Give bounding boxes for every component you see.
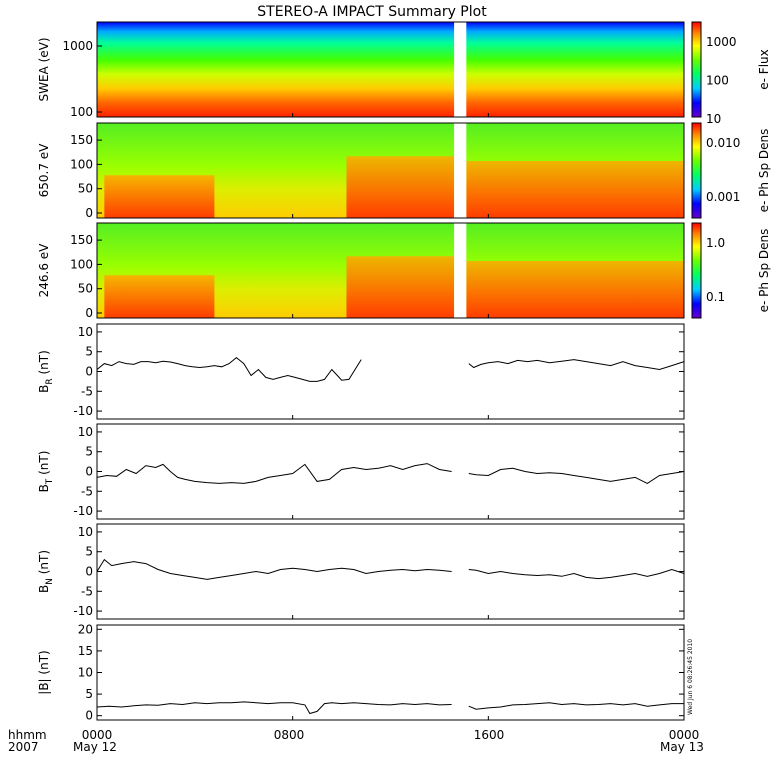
- colorbar: [691, 21, 702, 118]
- y-tick-label: 0: [85, 565, 93, 579]
- y-tick-label: 100: [70, 157, 93, 171]
- y-axis-label: 246.6 eV: [37, 243, 51, 298]
- y-axis-label: BT (nT): [37, 451, 55, 493]
- spectrogram-region: [346, 256, 455, 318]
- y-tick-label: 15: [78, 644, 93, 658]
- spectrogram-region: [466, 161, 684, 218]
- data-gap: [454, 22, 467, 117]
- y-tick-label: 10: [78, 525, 93, 539]
- y-tick-label: -5: [81, 384, 93, 398]
- y-tick-label: 1000: [62, 39, 93, 53]
- x-tick-label: 0000: [669, 728, 700, 742]
- panel-4: 10 5 0 -5 -10 BR (nT): [37, 323, 685, 420]
- colorbar-tick-label: 1.0: [706, 236, 725, 250]
- y-tick-label: 10: [78, 666, 93, 680]
- panel-frame: [96, 423, 685, 520]
- panel-7: 20 15 10 5 0 |B| (nT): [37, 622, 685, 723]
- colorbar: [691, 122, 702, 219]
- y-tick-label: 100: [70, 105, 93, 119]
- y-tick-label: -10: [73, 404, 93, 418]
- data-gap: [454, 223, 467, 318]
- colorbar: [691, 222, 702, 319]
- spectrogram-region: [104, 175, 215, 218]
- spectrogram-region: [104, 275, 215, 318]
- y-axis-label: BR (nT): [37, 350, 55, 393]
- colorbar-tick-label: 10: [706, 112, 721, 126]
- x-tick-label: 0800: [274, 728, 305, 742]
- y-tick-label: 5: [85, 445, 93, 459]
- panel-frame: [96, 323, 685, 420]
- y-tick-label: 0: [85, 465, 93, 479]
- y-tick-label: -10: [73, 504, 93, 518]
- y-axis-label: SWEA (eV): [37, 37, 51, 101]
- colorbar-tick-label: 1000: [706, 35, 737, 49]
- x-date-label: May 12: [73, 740, 117, 754]
- y-tick-label: 20: [78, 622, 93, 636]
- x-row-label: hhmm: [8, 728, 47, 742]
- colorbar-label: e- Flux: [757, 49, 771, 89]
- y-axis-label: 650.7 eV: [37, 143, 51, 198]
- colorbar-label: e- Ph Sp Dens: [757, 129, 771, 213]
- panel-frame: [96, 624, 685, 721]
- x-date-label: May 13: [660, 740, 704, 754]
- y-tick-label: -10: [73, 604, 93, 618]
- y-tick-label: 150: [70, 133, 93, 147]
- y-tick-label: 0: [85, 365, 93, 379]
- y-tick-label: 10: [78, 425, 93, 439]
- panel-frame: [96, 523, 685, 620]
- y-tick-label: 0: [85, 306, 93, 320]
- spectrogram-region: [346, 156, 455, 218]
- y-tick-label: 150: [70, 233, 93, 247]
- spectrogram-image: [97, 22, 684, 117]
- panel-6: 10 5 0 -5 -10 BN (nT): [37, 523, 685, 620]
- panel-frame: [96, 21, 685, 118]
- data-trace: [96, 701, 684, 715]
- data-trace: [96, 463, 685, 484]
- colorbar-tick-label: 0.010: [706, 136, 740, 150]
- spectrogram-region: [466, 261, 684, 318]
- y-tick-label: 100: [70, 257, 93, 271]
- timestamp-label: Wed Jun 6 08:26:45 2010: [687, 639, 694, 715]
- y-tick-label: 50: [78, 282, 93, 296]
- colorbar-tick-label: 0.001: [706, 190, 740, 204]
- x-tick-label: 1600: [474, 728, 505, 742]
- figure-title: STEREO-A IMPACT Summary Plot: [257, 4, 487, 20]
- y-tick-label: 5: [85, 687, 93, 701]
- data-trace: [96, 558, 685, 580]
- data-trace: [96, 356, 685, 382]
- panel-frame: [96, 222, 685, 319]
- y-tick-label: 5: [85, 545, 93, 559]
- panel-2: 150 100 50 0 650.7 eV 0.010 0.001 e- Ph Sp Dens: [37, 122, 771, 220]
- y-tick-label: 5: [85, 345, 93, 359]
- panel-1: 1000 100 SWEA (eV) 1000 100 10 e- Flux: [37, 21, 771, 126]
- y-axis-label: BN (nT): [37, 550, 55, 593]
- y-tick-label: -5: [81, 584, 93, 598]
- panel-3: 150 100 50 0 246.6 eV 1.0 0.1 e- Ph Sp Dens: [37, 222, 771, 320]
- y-tick-label: -5: [81, 484, 93, 498]
- colorbar-label: e- Ph Sp Dens: [757, 229, 771, 313]
- data-gap: [454, 123, 467, 218]
- panel-5: 10 5 0 -5 -10 BT (nT): [37, 423, 685, 520]
- x-year-label: 2007: [8, 740, 39, 754]
- y-tick-label: 50: [78, 182, 93, 196]
- panel-frame: [96, 122, 685, 219]
- colorbar-tick-label: 100: [706, 74, 729, 88]
- y-tick-label: 0: [85, 206, 93, 220]
- y-axis-label: |B| (nT): [37, 650, 51, 694]
- colorbar-tick-label: 0.1: [706, 290, 725, 304]
- x-axis-labels: hhmm 2007 0000 0800 1600 0000 May 12 May…: [8, 728, 704, 754]
- y-tick-label: 10: [78, 325, 93, 339]
- y-tick-label: 0: [85, 709, 93, 723]
- x-tick-label: 0000: [82, 728, 113, 742]
